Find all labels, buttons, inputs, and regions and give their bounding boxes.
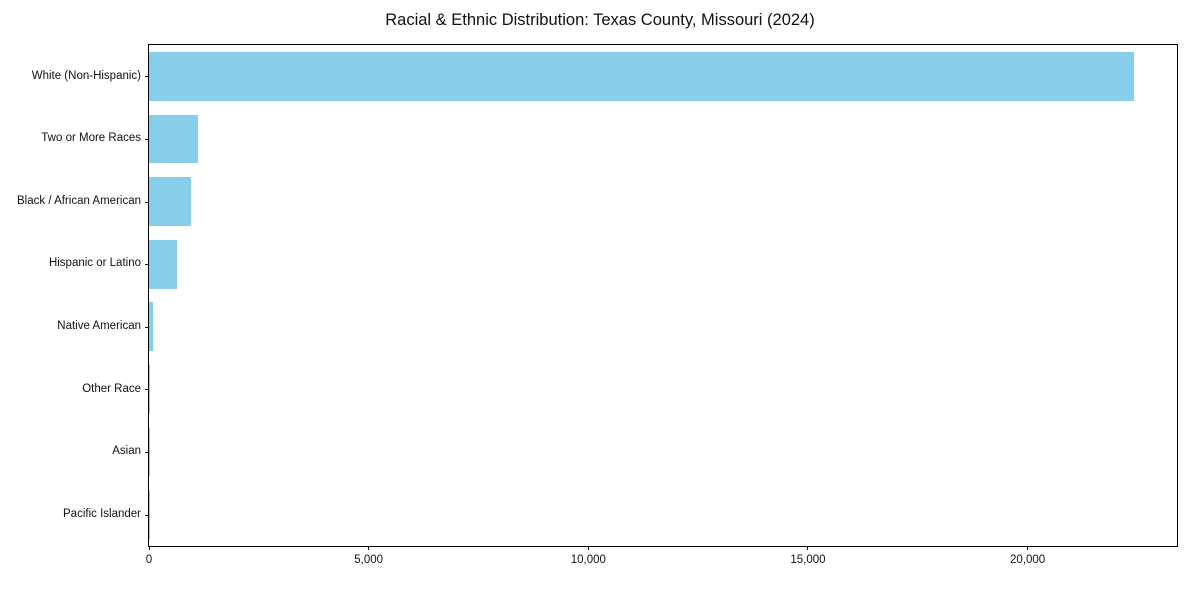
bar-other-race — [149, 365, 151, 414]
y-axis-category-label: Pacific Islander — [63, 507, 141, 520]
x-axis-tick-mark — [368, 546, 370, 550]
bar-row: Other Race — [82, 358, 1177, 421]
bar-white-non-hispanic — [149, 51, 1135, 101]
x-axis-tick-label: 15,000 — [790, 554, 826, 566]
plot-area: White (Non-Hispanic) Two or More Races Bla… — [17, 44, 1178, 566]
y-axis-category-label: Asian — [112, 445, 141, 458]
y-axis-tick-mark — [145, 76, 149, 78]
y-axis-tick-mark — [145, 452, 149, 454]
bar-row: Asian — [112, 421, 1177, 484]
y-axis-category-label: Other Race — [82, 382, 141, 395]
bar-row: Black / African American — [17, 170, 1177, 233]
bar-hispanic-or-latino — [149, 239, 178, 289]
x-axis-tick-mark — [807, 546, 809, 550]
bar-asian — [149, 427, 150, 477]
bar-native-american — [149, 302, 153, 352]
x-axis-tick-label: 10,000 — [570, 554, 606, 566]
y-axis-tick-mark — [145, 326, 149, 328]
x-axis-tick-label: 0 — [145, 554, 153, 566]
bar-row: Two or More Races — [41, 108, 1177, 171]
y-axis-category-label: Hispanic or Latino — [48, 257, 141, 270]
y-axis-tick-mark — [145, 264, 149, 266]
y-axis-tick-mark — [145, 201, 149, 203]
y-axis-category-label: White (Non-Hispanic) — [31, 69, 141, 82]
x-axis-tick-label: 20,000 — [1010, 554, 1046, 566]
bar-black-african-american — [149, 177, 191, 226]
y-axis-tick-mark — [145, 138, 149, 140]
bar-row: Native American — [57, 296, 1177, 359]
x-axis-tick-label: 5,000 — [354, 554, 384, 566]
y-axis-category-label: Native American — [57, 320, 141, 333]
y-axis-category-label: Black / African American — [17, 194, 141, 207]
y-axis-tick-mark — [145, 389, 149, 391]
y-axis-tick-mark — [145, 514, 149, 516]
bar-row: Hispanic or Latino — [49, 233, 1177, 296]
bar-row: Pacific Islander — [63, 483, 1177, 546]
x-axis-tick-mark — [1027, 546, 1029, 550]
chart-title: Racial & Ethnic Distribution: Texas Coun… — [385, 11, 815, 29]
y-axis-category-label: Two or More Races — [41, 132, 141, 145]
bar-two-or-more-races — [149, 114, 198, 164]
bar-row: White (Non-Hispanic) — [32, 45, 1177, 108]
bar-rows: White (Non-Hispanic) Two or More Races Bla… — [17, 45, 1177, 546]
x-axis-tick-mark — [587, 546, 589, 550]
x-axis-tick-mark — [148, 546, 150, 550]
